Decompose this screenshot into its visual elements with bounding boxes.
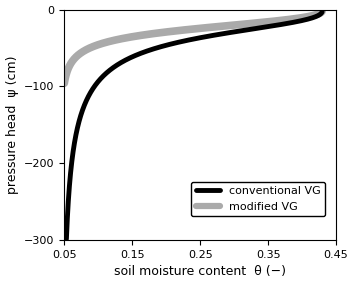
modified VG	[229, 24, 233, 27]
X-axis label: soil moisture content  θ (−): soil moisture content θ (−)	[114, 266, 286, 278]
Y-axis label: pressure head  ψ (cm): pressure head ψ (cm)	[6, 56, 18, 194]
modified VG	[59, 147, 63, 151]
conventional VG	[320, 10, 324, 14]
conventional VG	[136, 53, 140, 56]
Line: conventional VG: conventional VG	[67, 12, 322, 239]
modified VG	[254, 21, 258, 25]
Legend: conventional VG, modified VG: conventional VG, modified VG	[191, 182, 325, 216]
conventional VG	[251, 27, 255, 31]
conventional VG	[163, 44, 167, 47]
modified VG	[274, 19, 278, 23]
modified VG	[107, 40, 111, 43]
Line: modified VG: modified VG	[61, 11, 322, 149]
modified VG	[216, 25, 220, 28]
conventional VG	[226, 31, 230, 35]
modified VG	[159, 31, 163, 34]
conventional VG	[64, 237, 69, 241]
conventional VG	[139, 51, 143, 55]
conventional VG	[94, 82, 98, 86]
modified VG	[320, 10, 324, 13]
